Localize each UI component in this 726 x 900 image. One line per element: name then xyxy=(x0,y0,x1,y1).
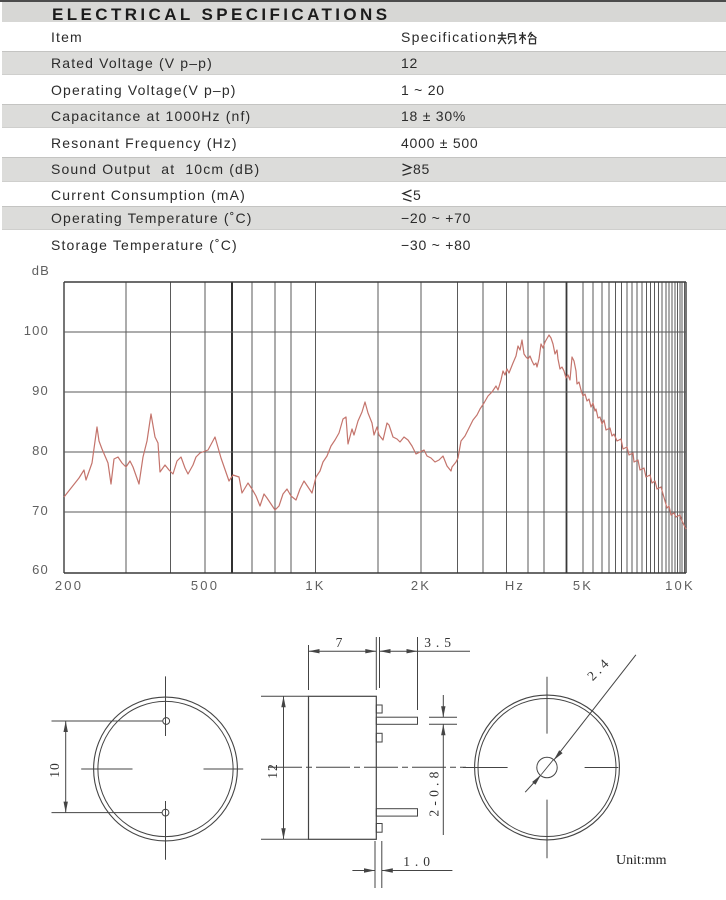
svg-text:1K: 1K xyxy=(305,578,325,593)
svg-text:Unit:mm: Unit:mm xyxy=(616,853,667,868)
svg-text:5K: 5K xyxy=(573,578,593,593)
svg-text:90: 90 xyxy=(32,383,49,398)
svg-text:7: 7 xyxy=(336,635,343,650)
svg-text:3 . 5: 3 . 5 xyxy=(424,635,452,650)
svg-text:2-0.8: 2-0.8 xyxy=(427,767,442,816)
svg-text:100: 100 xyxy=(24,323,49,338)
svg-text:Hz: Hz xyxy=(505,578,525,593)
svg-text:10: 10 xyxy=(47,762,62,778)
svg-text:200: 200 xyxy=(55,578,83,593)
svg-text:10K: 10K xyxy=(665,578,695,593)
svg-text:2 . 4: 2 . 4 xyxy=(584,656,611,683)
svg-text:500: 500 xyxy=(191,578,219,593)
svg-text:dB: dB xyxy=(32,263,50,278)
svg-text:2K: 2K xyxy=(411,578,431,593)
svg-text:70: 70 xyxy=(32,503,49,518)
svg-text:1 . 0: 1 . 0 xyxy=(403,854,431,869)
svg-text:12: 12 xyxy=(265,763,280,779)
svg-text:80: 80 xyxy=(32,443,49,458)
svg-text:60: 60 xyxy=(32,562,49,577)
